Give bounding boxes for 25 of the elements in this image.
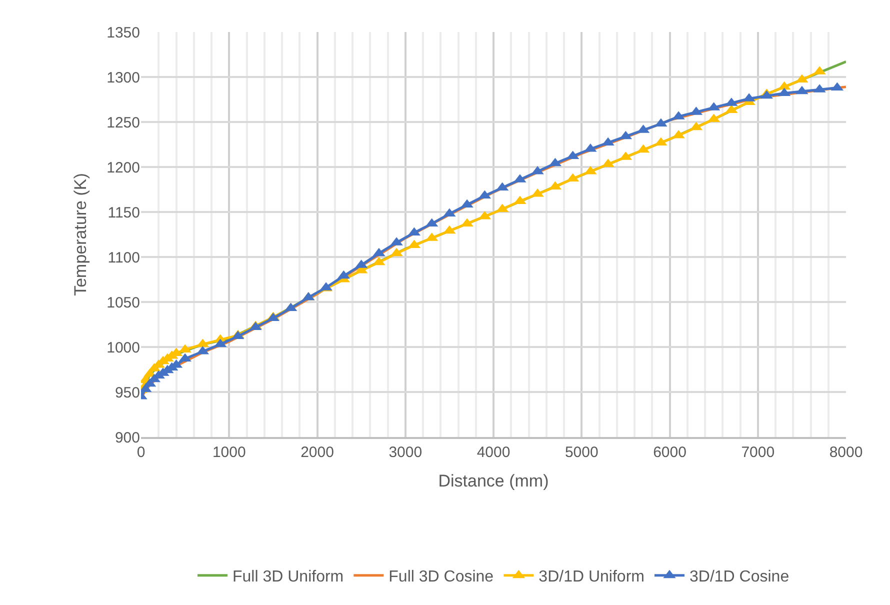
x-tick-label: 5000 xyxy=(564,444,598,461)
x-tick-label: 7000 xyxy=(741,444,775,461)
x-tick-label: 3000 xyxy=(388,444,422,461)
y-tick-label: 1150 xyxy=(108,204,140,222)
x-tick-label: 8000 xyxy=(829,444,863,461)
x-tick-label: 4000 xyxy=(476,444,510,461)
legend-label: 3D/1D Uniform xyxy=(538,568,644,586)
x-axis-title: Distance (mm) xyxy=(438,472,549,491)
y-tick-label: 900 xyxy=(114,429,140,446)
y-tick-label: 1350 xyxy=(106,24,140,42)
y-tick-label: 1050 xyxy=(106,294,140,312)
x-tick-label: 6000 xyxy=(653,444,686,461)
legend-label: 3D/1D Cosine xyxy=(689,568,790,586)
y-tick-label: 1200 xyxy=(106,159,140,176)
legend-label: Full 3D Cosine xyxy=(388,568,494,586)
x-tick-label: 0 xyxy=(136,444,146,461)
x-tick-label: 2000 xyxy=(300,444,334,461)
y-tick-label: 1300 xyxy=(106,69,140,86)
y-tick-label: 1250 xyxy=(106,114,140,132)
x-tick-label: 1000 xyxy=(212,444,246,461)
y-tick-label: 1100 xyxy=(108,249,140,266)
y-axis-title: Temperature (K) xyxy=(71,173,90,296)
y-tick-label: 950 xyxy=(114,384,140,402)
y-tick-label: 1000 xyxy=(106,339,140,356)
legend-label: Full 3D Uniform xyxy=(232,568,344,586)
